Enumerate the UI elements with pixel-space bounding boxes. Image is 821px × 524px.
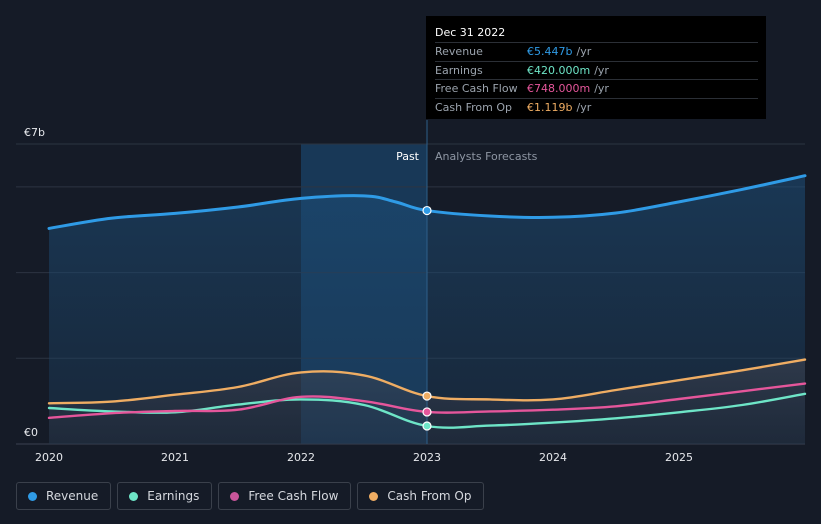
tooltip-value: €5.447b xyxy=(527,45,573,58)
forecast-label: Analysts Forecasts xyxy=(435,150,538,163)
tooltip-unit: /yr xyxy=(594,82,609,95)
earnings-dot-icon xyxy=(129,491,139,501)
tooltip-label: Revenue xyxy=(435,45,483,58)
tooltip: Dec 31 2022 Revenue €5.447b /yr Earnings… xyxy=(426,16,766,119)
series-line-revenue xyxy=(47,174,807,230)
tooltip-value: €748.000m xyxy=(527,82,591,95)
x-tick-label: 2021 xyxy=(161,451,189,464)
tooltip-row-free-cash-flow: Free Cash Flow €748.000m /yr xyxy=(435,79,758,98)
legend-item-revenue[interactable]: Revenue xyxy=(16,482,112,510)
legend-label: Free Cash Flow xyxy=(248,489,339,503)
tooltip-row-earnings: Earnings €420.000m /yr xyxy=(435,60,758,80)
tooltip-value: €420.000m xyxy=(527,63,591,77)
legend-label: Cash From Op xyxy=(387,489,472,503)
tooltip-unit: /yr xyxy=(576,45,592,58)
x-tick-label: 2025 xyxy=(665,451,693,464)
series-marker-earnings xyxy=(422,421,432,431)
tooltip-row-revenue: Revenue €5.447b /yr xyxy=(435,42,758,61)
legend-item-earnings[interactable]: Earnings xyxy=(117,482,213,510)
x-tick-label: 2020 xyxy=(35,451,63,464)
tooltip-value: €1.119b xyxy=(527,100,573,114)
legend-item-cash-from-op[interactable]: Cash From Op xyxy=(357,482,485,510)
legend-label: Revenue xyxy=(46,489,99,503)
y-axis-min-label: €0 xyxy=(24,426,38,439)
x-tick-label: 2022 xyxy=(287,451,315,464)
series-marker-free-cash-flow xyxy=(422,407,432,417)
cash-from-op-dot-icon xyxy=(369,491,379,501)
legend-item-free-cash-flow[interactable]: Free Cash Flow xyxy=(218,482,352,510)
revenue-dot-icon xyxy=(28,491,37,501)
past-label: Past xyxy=(396,150,420,163)
x-tick-label: 2024 xyxy=(539,451,567,464)
series-marker-cash-from-op xyxy=(422,391,432,401)
x-tick-label: 2023 xyxy=(413,451,441,464)
legend-label: Earnings xyxy=(147,489,200,503)
tooltip-label: Cash From Op xyxy=(435,100,513,114)
tooltip-row-cash-from-op: Cash From Op €1.119b /yr xyxy=(435,97,758,117)
tooltip-date: Dec 31 2022 xyxy=(435,26,506,39)
tooltip-unit: /yr xyxy=(594,63,609,77)
series-marker-revenue xyxy=(422,205,432,216)
tooltip-label: Free Cash Flow xyxy=(435,82,518,95)
legend: Revenue Earnings Free Cash Flow Cash Fro… xyxy=(16,482,485,510)
free-cash-flow-dot-icon xyxy=(230,491,240,501)
tooltip-unit: /yr xyxy=(576,100,592,114)
y-axis-max-label: €7b xyxy=(24,126,45,139)
tooltip-label: Earnings xyxy=(435,63,483,77)
